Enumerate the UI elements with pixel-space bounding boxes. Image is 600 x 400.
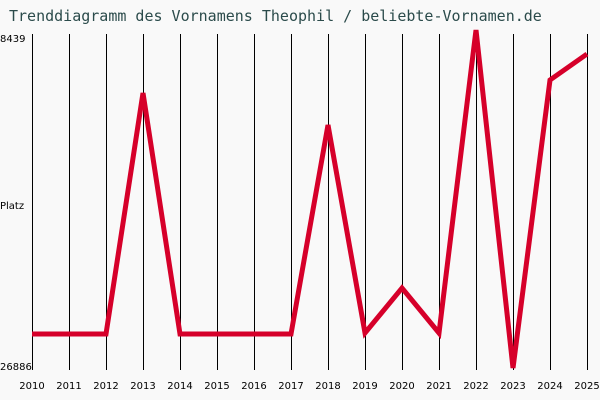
x-tick-label-2012: 2012 [93, 381, 119, 392]
x-tick-label-2021: 2021 [426, 381, 452, 392]
x-tick-label-2025: 2025 [574, 381, 600, 392]
x-tick-label-2010: 2010 [19, 381, 45, 392]
x-tick-label-2015: 2015 [204, 381, 230, 392]
y-axis-bottom-label: 26886 [0, 362, 32, 373]
x-tick-label-2011: 2011 [56, 381, 82, 392]
x-tick-label-2020: 2020 [389, 381, 415, 392]
x-tick-label-2017: 2017 [278, 381, 304, 392]
x-tick-label-2019: 2019 [352, 381, 378, 392]
x-tick-label-2013: 2013 [130, 381, 156, 392]
x-tick-label-2023: 2023 [500, 381, 526, 392]
vertical-gridlines [32, 34, 588, 370]
x-tick-label-2014: 2014 [167, 381, 193, 392]
x-tick-label-2022: 2022 [463, 381, 489, 392]
x-tick-label-2018: 2018 [315, 381, 341, 392]
y-axis-top-label: 8439 [0, 34, 26, 45]
rank-trend-line [32, 29, 589, 369]
y-axis-title: Platz [0, 201, 25, 212]
x-tick-label-2016: 2016 [241, 381, 267, 392]
x-tick-label-2024: 2024 [537, 381, 563, 392]
chart-title: Trenddiagramm des Vornamens Theophil / b… [9, 7, 542, 25]
